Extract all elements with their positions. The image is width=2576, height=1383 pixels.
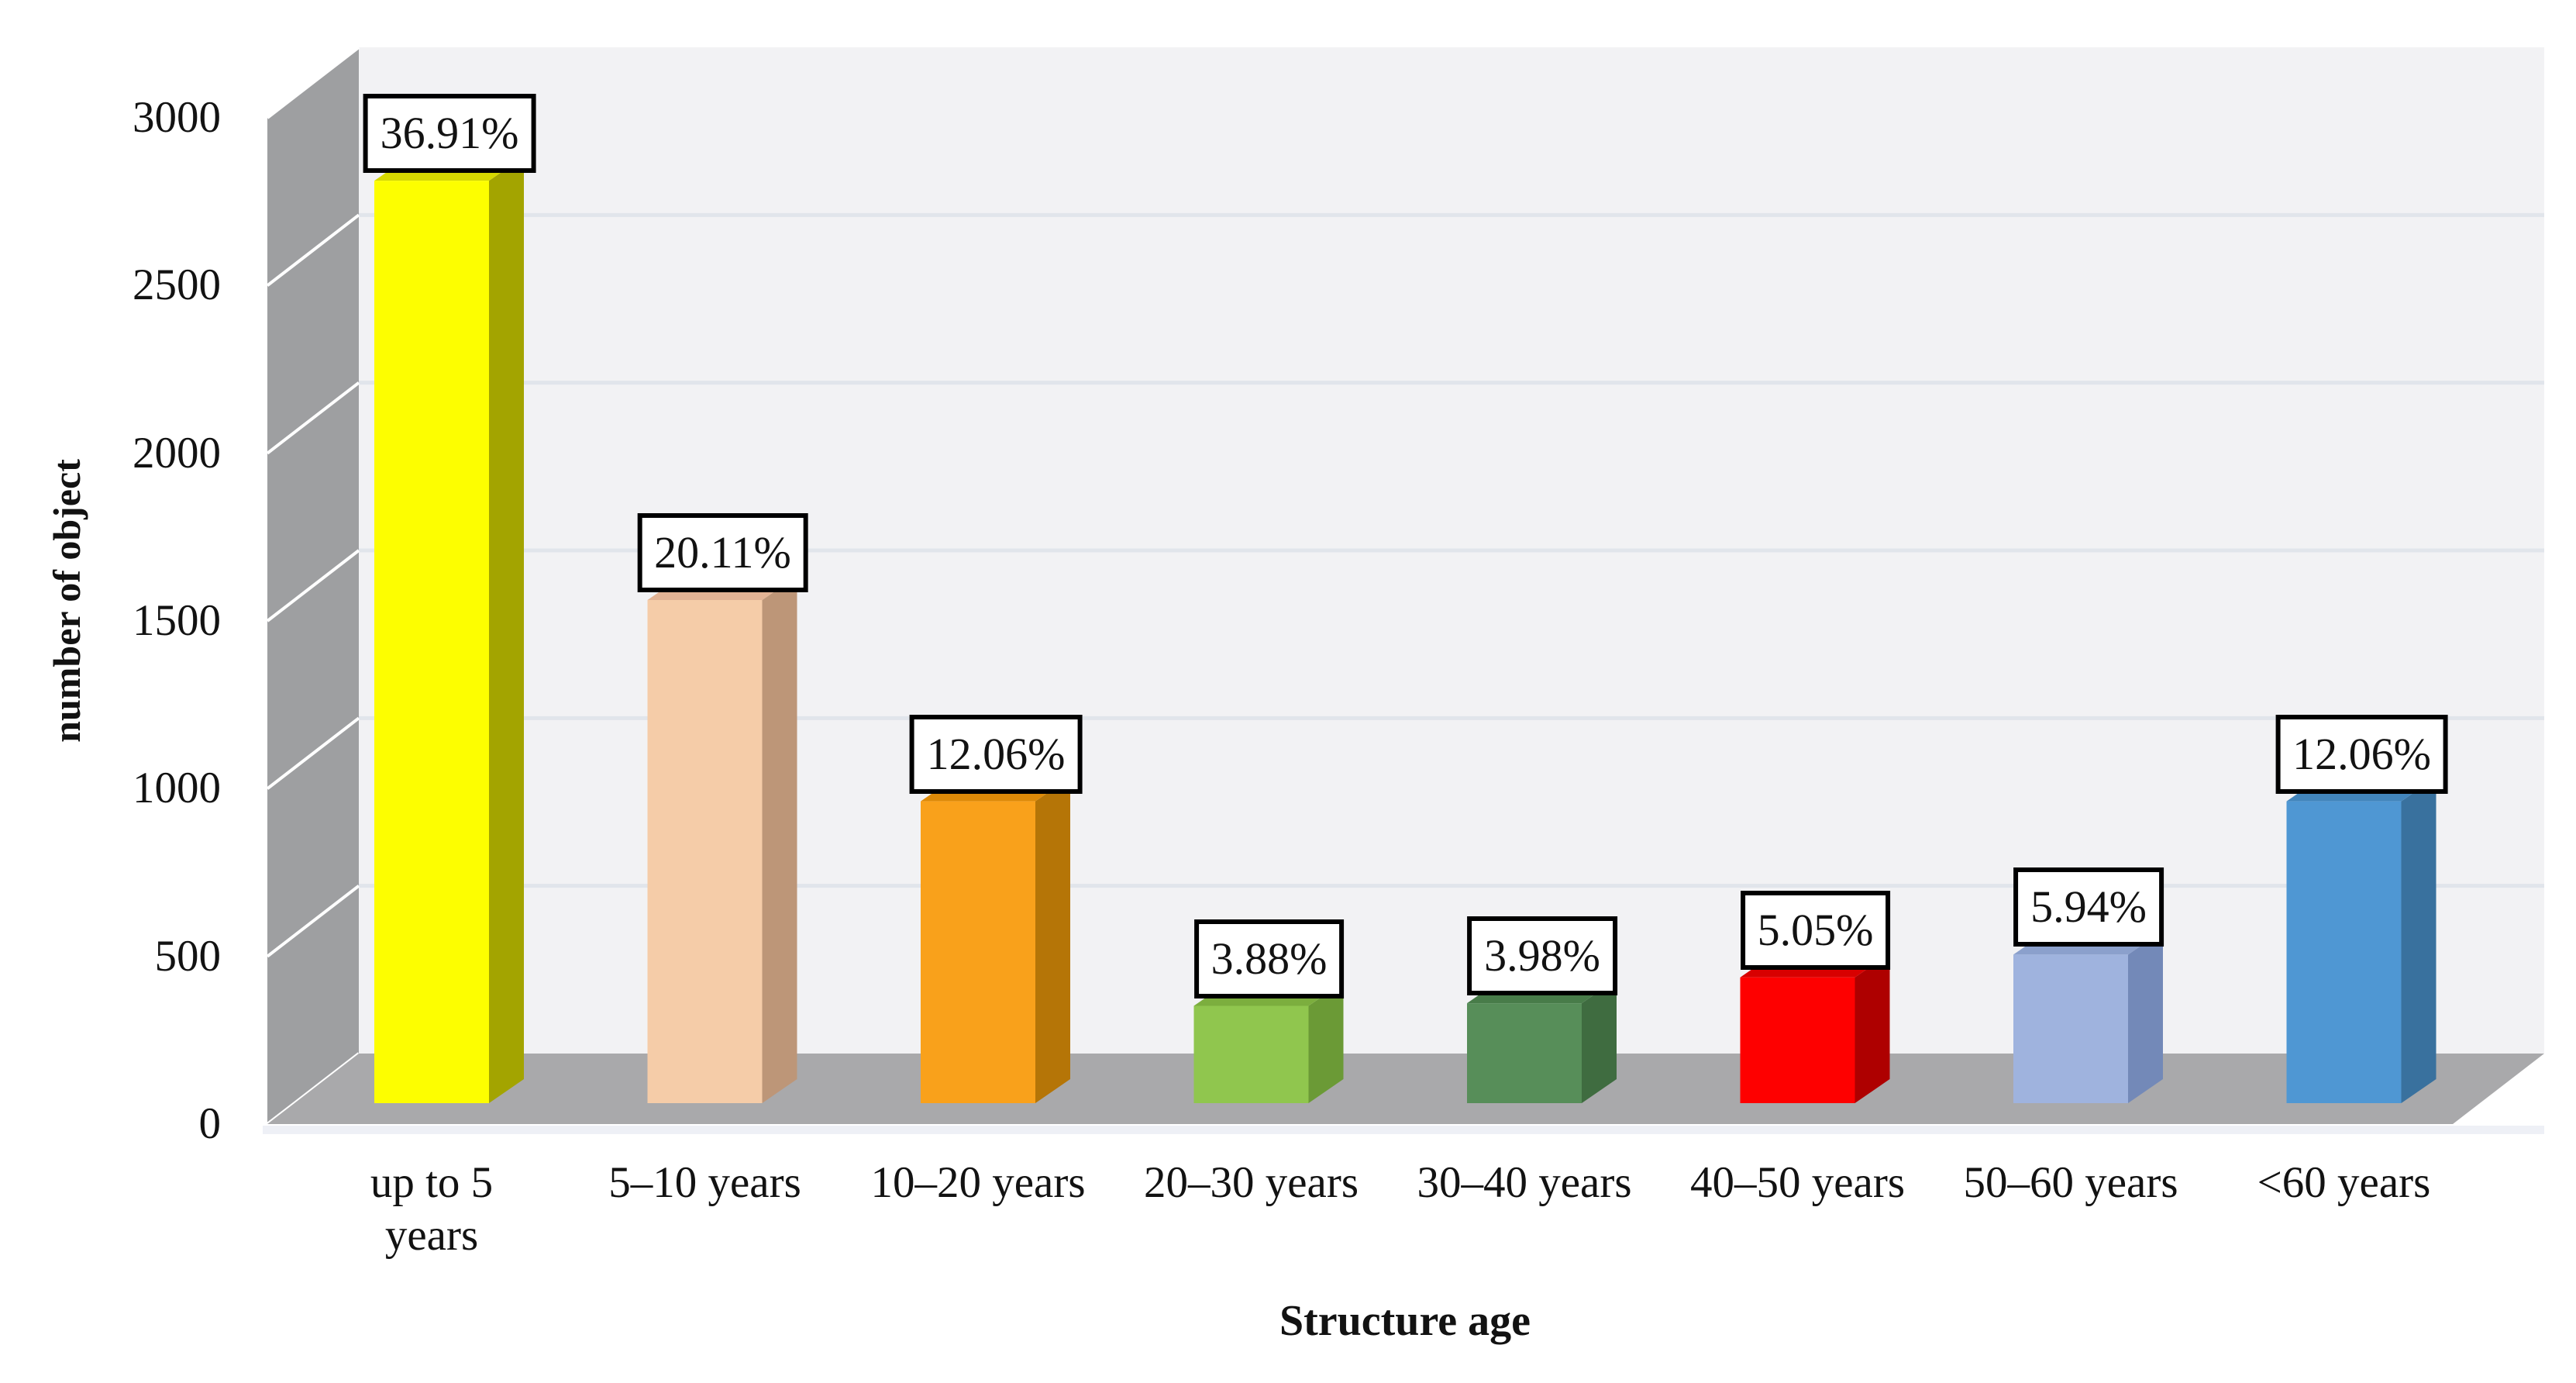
bar-front-face xyxy=(2286,801,2402,1103)
y-tick-2500: 2500 xyxy=(133,260,221,310)
bar-front-face xyxy=(2013,954,2128,1103)
y-tick-3000: 3000 xyxy=(133,93,221,142)
side-wall-gridline-1000 xyxy=(266,716,360,790)
y-tick-500: 500 xyxy=(154,931,222,981)
data-label-60-years: 12.06% xyxy=(2275,714,2448,794)
data-label-up-to-5-years: 36.91% xyxy=(363,94,536,174)
x-tick-30-40-years: 30–40 years xyxy=(1362,1157,1687,1209)
x-tick-40-50-years: 40–50 years xyxy=(1635,1157,1961,1209)
bar-6-50-60-years xyxy=(2013,930,2163,1103)
bar-front-face xyxy=(921,801,1035,1103)
bar-side-face xyxy=(762,576,797,1103)
x-tick-line: 5–10 years xyxy=(608,1158,801,1207)
x-axis-title: Structure age xyxy=(1279,1297,1531,1345)
y-tick-2000: 2000 xyxy=(133,428,221,478)
x-tick-20-30-years: 20–30 years xyxy=(1089,1157,1414,1209)
data-label-40-50-years: 5.05% xyxy=(1740,890,1891,970)
x-tick-line: 50–60 years xyxy=(1963,1158,2178,1207)
bar-4-30-40-years xyxy=(1467,979,1617,1103)
x-tick-line: up to 5 xyxy=(370,1158,494,1207)
bar-side-face xyxy=(1855,953,1890,1103)
side-wall-gridline-3000 xyxy=(266,46,360,119)
data-label-50-60-years: 5.94% xyxy=(2013,867,2164,947)
bar-5-40-50-years xyxy=(1740,953,1890,1103)
bar-front-face xyxy=(1467,1003,1582,1103)
data-label-5-10-years: 20.11% xyxy=(637,513,808,592)
y-tick-1500: 1500 xyxy=(133,596,221,645)
data-label-10-20-years: 12.06% xyxy=(909,714,1083,794)
bar-front-face xyxy=(647,600,763,1103)
bar-side-face xyxy=(1035,777,1070,1103)
bar-front-face xyxy=(1740,977,1855,1103)
x-tick-10-20-years: 10–20 years xyxy=(815,1157,1141,1209)
x-tick-line: years xyxy=(384,1211,479,1260)
x-tick-5-10-years: 5–10 years xyxy=(542,1157,868,1209)
bar-3-20-30-years xyxy=(1193,981,1344,1103)
x-tick-line: <60 years xyxy=(2257,1158,2431,1207)
bar-1-5-10-years xyxy=(647,576,797,1103)
bar-front-face xyxy=(374,181,489,1104)
data-label-20-30-years: 3.88% xyxy=(1193,919,1345,998)
x-tick-up-to-5-years: up to 5 years xyxy=(269,1157,594,1262)
x-tick-line: 30–40 years xyxy=(1417,1158,1632,1207)
bar-front-face xyxy=(1193,1005,1309,1103)
x-tick-line: 20–30 years xyxy=(1143,1158,1359,1207)
side-wall-gridline-1500 xyxy=(266,549,360,623)
bar-side-face xyxy=(2401,777,2437,1103)
y-axis-title: number of object xyxy=(45,459,88,743)
bar-side-face xyxy=(489,157,524,1104)
x-tick-line: 40–50 years xyxy=(1689,1158,1905,1207)
y-tick-0: 0 xyxy=(198,1099,222,1148)
side-wall-gridline-2500 xyxy=(266,213,360,287)
x-tick-line: 10–20 years xyxy=(870,1158,1086,1207)
x-tick-60-years: <60 years xyxy=(2182,1157,2507,1209)
bar-side-face xyxy=(2128,930,2163,1103)
bar-7-60-years xyxy=(2286,777,2437,1103)
data-label-30-40-years: 3.98% xyxy=(1467,916,1617,996)
bar-side-face xyxy=(1308,981,1344,1103)
y-tick-1000: 1000 xyxy=(133,764,221,813)
floor xyxy=(267,1054,2544,1124)
side-wall-gridline-500 xyxy=(266,885,360,958)
bar-0-up-to-5-years xyxy=(374,157,524,1104)
x-tick-50-60-years: 50–60 years xyxy=(1908,1157,2233,1209)
bar-2-10-20-years xyxy=(921,777,1070,1103)
axis-base-line xyxy=(263,1126,2544,1134)
bar-side-face xyxy=(1582,979,1617,1103)
side-wall-gridline-2000 xyxy=(266,381,360,455)
